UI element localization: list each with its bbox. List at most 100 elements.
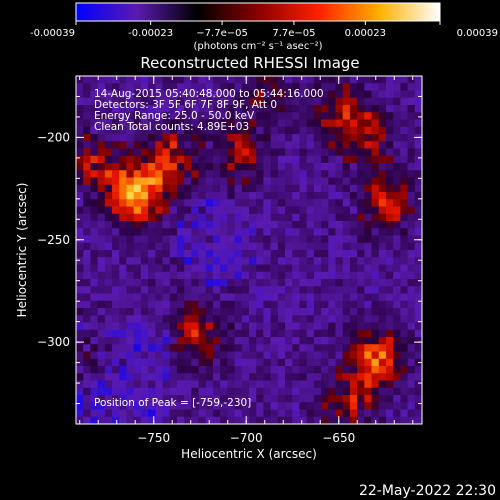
heatmap-cell	[133, 409, 142, 418]
y-axis: −200−250−300	[37, 75, 422, 425]
heatmap-cell	[169, 112, 178, 121]
heatmap-cell	[148, 366, 156, 374]
heatmap-cell	[285, 395, 293, 403]
heatmap-cell	[385, 76, 394, 84]
heatmap-cell	[400, 141, 409, 150]
heatmap-cell	[321, 235, 329, 244]
heatmap-cell	[205, 308, 214, 316]
heatmap-cell	[119, 97, 128, 106]
heatmap-cell	[90, 257, 99, 266]
heatmap-cell	[104, 90, 113, 99]
heatmap-cell	[342, 308, 351, 316]
heatmap-cell	[155, 387, 164, 396]
heatmap-cell	[184, 141, 192, 150]
heatmap-cell	[364, 170, 373, 179]
heatmap-cell	[357, 76, 365, 84]
heatmap-cell	[205, 163, 214, 171]
heatmap-cell	[393, 409, 401, 418]
heatmap-cell	[321, 90, 329, 99]
heatmap-cell	[400, 351, 409, 360]
heatmap-cell	[76, 293, 84, 302]
heatmap-cell	[249, 221, 257, 229]
heatmap-cell	[349, 257, 358, 266]
heatmap-cell	[227, 192, 236, 200]
heatmap-cell	[313, 184, 322, 193]
heatmap-cell	[249, 83, 257, 92]
heatmap-cell	[328, 329, 337, 338]
heatmap-cell	[119, 83, 128, 92]
heatmap-cell	[212, 83, 221, 92]
heatmap-cell	[385, 242, 394, 251]
heatmap-cell	[126, 395, 135, 403]
heatmap-cell	[90, 395, 99, 403]
heatmap-cell	[169, 134, 178, 142]
heatmap-cell	[83, 366, 92, 374]
heatmap-cell	[407, 228, 416, 237]
heatmap-cell	[306, 293, 315, 302]
heatmap-cell	[176, 213, 185, 222]
heatmap-cell	[256, 300, 265, 309]
heatmap-cell	[155, 76, 164, 84]
heatmap-cell	[256, 177, 265, 186]
heatmap-cell	[169, 271, 178, 280]
heatmap-cell	[306, 409, 315, 418]
heatmap-cell	[234, 112, 243, 121]
heatmap-cell	[342, 373, 351, 382]
heatmap-cell	[256, 126, 265, 135]
heatmap-cell	[249, 300, 257, 309]
heatmap-cell	[140, 192, 149, 200]
heatmap-cell	[212, 322, 221, 331]
heatmap-cell	[270, 235, 279, 244]
heatmap-cell	[162, 344, 171, 353]
heatmap-cell	[184, 206, 192, 215]
heatmap-cell	[407, 264, 416, 273]
heatmap-cell	[176, 177, 185, 186]
heatmap-cell	[400, 337, 409, 345]
heatmap-cell	[227, 141, 236, 150]
heatmap-cell	[126, 148, 135, 157]
heatmap-cell	[133, 293, 142, 302]
heatmap-cell	[133, 184, 142, 193]
heatmap-cell	[227, 358, 236, 367]
heatmap-cell	[104, 279, 113, 287]
heatmap-cell	[119, 242, 128, 251]
heatmap-cell	[292, 300, 301, 309]
heatmap-cell	[371, 105, 380, 113]
heatmap-cell	[393, 351, 401, 360]
heatmap-cell	[212, 380, 221, 389]
heatmap-cell	[270, 344, 279, 353]
heatmap-cell	[349, 409, 358, 418]
heatmap-cell	[371, 228, 380, 237]
heatmap-cell	[263, 83, 272, 92]
heatmap-cell	[76, 402, 84, 411]
heatmap-cell	[393, 221, 401, 229]
heatmap-cell	[285, 373, 293, 382]
heatmap-cell	[378, 221, 387, 229]
heatmap-cell	[90, 264, 99, 273]
heatmap-cell	[270, 141, 279, 150]
heatmap-cell	[155, 293, 164, 302]
heatmap-cell	[313, 228, 322, 237]
heatmap-cell	[198, 76, 207, 84]
heatmap-cell	[220, 395, 228, 403]
heatmap-cell	[256, 308, 265, 316]
heatmap-cell	[321, 402, 329, 411]
heatmap-cell	[407, 351, 416, 360]
heatmap-cell	[112, 337, 120, 345]
heatmap-cell	[191, 97, 200, 106]
heatmap-cell	[162, 351, 171, 360]
heatmap-cell	[371, 271, 380, 280]
heatmap-cell	[393, 279, 401, 287]
heatmap-cell	[90, 90, 99, 99]
heatmap-cell	[241, 416, 250, 424]
heatmap-cell	[191, 170, 200, 179]
heatmap-cell	[371, 395, 380, 403]
heatmap-cell	[133, 380, 142, 389]
heatmap-cell	[83, 257, 92, 266]
heatmap-cell	[270, 170, 279, 179]
heatmap-cell	[285, 366, 293, 374]
heatmap-cell	[119, 141, 128, 150]
heatmap-cell	[292, 257, 301, 266]
heatmap-cell	[212, 228, 221, 237]
heatmap-cell	[371, 250, 380, 258]
